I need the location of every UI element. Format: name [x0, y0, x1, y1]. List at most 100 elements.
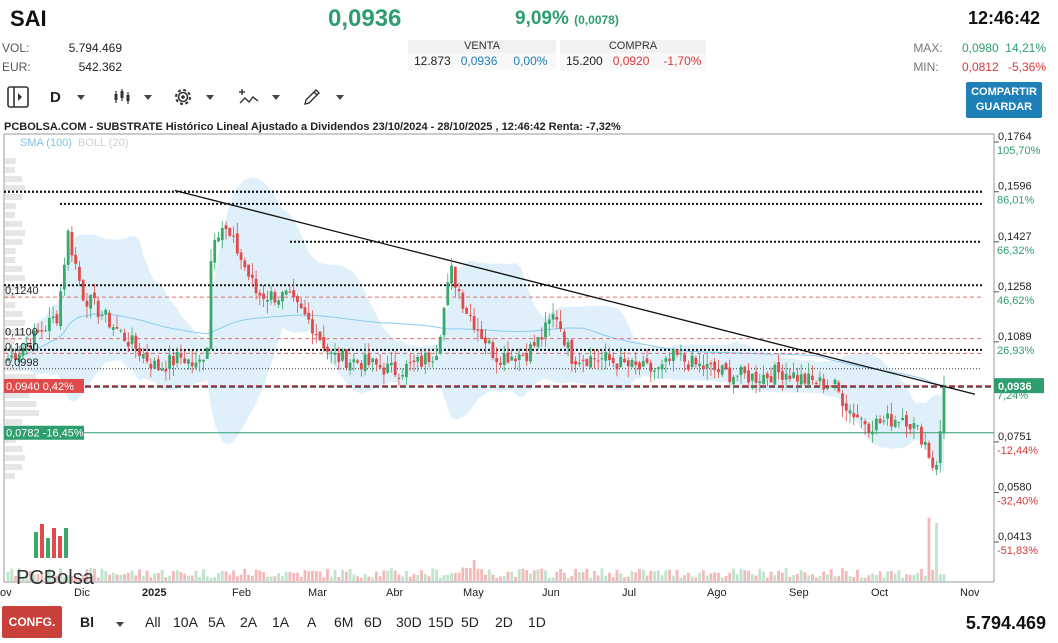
candle [683, 354, 687, 362]
price-chart[interactable]: PCBolsa 0,1764 105,70% 0,1596 86,01% 0,1427 66… [0, 118, 1058, 602]
volume-bar [14, 575, 17, 581]
range-6d[interactable]: 6D [364, 614, 382, 630]
min-row: MIN: 0,0812 -5,36% [913, 60, 1046, 74]
volume-bar [852, 576, 856, 581]
volume-bar [363, 573, 367, 581]
range-30d[interactable]: 30D [396, 614, 422, 630]
candle [265, 299, 269, 302]
candle [623, 358, 626, 363]
candle [649, 362, 653, 372]
volume-bar [292, 572, 296, 581]
share-save-button[interactable]: COMPARTIR GUARDAR [966, 82, 1042, 118]
range-all[interactable]: All [145, 614, 161, 630]
y-axis-percent: 7,24% [997, 390, 1028, 402]
drawing-tools-select[interactable] [302, 82, 344, 112]
candle [747, 370, 750, 383]
candle [416, 356, 420, 362]
volume-bar [457, 572, 461, 581]
y-axis-price: 0,1764 [998, 131, 1032, 143]
y-axis-percent: -12,44% [997, 445, 1038, 457]
volume-bar [480, 569, 484, 581]
candle [356, 360, 359, 363]
volume-bar [916, 572, 920, 581]
range-10a[interactable]: 10A [173, 614, 198, 630]
volume-bar [333, 569, 337, 581]
volume-bar [427, 576, 431, 581]
volume-bar [281, 576, 284, 581]
mode-select[interactable]: Bl [80, 614, 124, 630]
volume-bar [709, 573, 713, 581]
volume-profile-bar [5, 239, 23, 245]
buy-pct: -1,70% [663, 54, 702, 68]
candlestick-icon [114, 89, 130, 104]
candle [495, 357, 499, 363]
volume-profile-bar [5, 437, 16, 443]
candles [6, 221, 946, 476]
volume-bar [378, 576, 382, 581]
x-axis-label: Oct [871, 587, 888, 599]
volume-bar [931, 569, 935, 581]
sidebar-toggle-button[interactable] [6, 82, 30, 112]
volume-bar [337, 577, 341, 581]
candle [213, 239, 217, 263]
volume-bar [720, 577, 724, 581]
volume-bar [153, 573, 157, 581]
volume-bar [138, 569, 141, 581]
range-6m[interactable]: 6M [334, 614, 354, 630]
range-a[interactable]: A [307, 614, 317, 630]
candle [641, 360, 645, 367]
volume-bar [671, 575, 675, 581]
volume-profile-bar [5, 320, 25, 326]
y-axis-price: 0,1596 [998, 181, 1032, 193]
volume-bar [788, 576, 792, 581]
candle [705, 363, 709, 369]
candle [608, 354, 611, 361]
range-15d[interactable]: 15D [428, 614, 454, 630]
candle [145, 352, 149, 362]
range-5a[interactable]: 5A [208, 614, 226, 630]
x-axis-labels: ov Dic 2025 Feb Mar Abr May Jun Jul Ago Sep Oct Nov [0, 587, 980, 599]
candle [393, 361, 397, 376]
volume-bar [284, 572, 288, 581]
candle [164, 369, 168, 372]
volume-profile-bar [5, 410, 39, 416]
candle [773, 364, 777, 385]
candle [920, 426, 923, 445]
chart-type-select[interactable] [112, 82, 152, 112]
settings-select[interactable] [172, 82, 214, 112]
chart-toolbar: D COMPARTIR GUARDAR [0, 82, 1058, 118]
candle [93, 292, 96, 298]
x-axis-label: Nov [960, 587, 980, 599]
candle [89, 294, 93, 309]
range-2d[interactable]: 2D [495, 614, 513, 630]
volume-bar [21, 576, 25, 581]
candle [529, 344, 532, 362]
indicators-select[interactable] [238, 82, 280, 112]
volume-bar [634, 572, 638, 581]
volume-bar [859, 577, 863, 581]
candle [502, 353, 506, 365]
period-select[interactable]: D [50, 82, 85, 112]
candle [126, 341, 130, 347]
volume-bar [675, 569, 679, 581]
volume-bar [743, 570, 747, 581]
volume-bar [187, 575, 190, 581]
range-2a[interactable]: 2A [240, 614, 258, 630]
candle [299, 303, 303, 309]
candle [935, 464, 938, 470]
chevron-down-icon [206, 94, 214, 100]
range-5d[interactable]: 5D [461, 614, 479, 630]
range-1d[interactable]: 1D [528, 614, 546, 630]
volume-bar [506, 571, 510, 581]
candle [852, 412, 856, 418]
y-axis-price: 0,0936 [998, 381, 1032, 393]
candle [36, 330, 40, 333]
config-button[interactable]: CONFG. [2, 606, 62, 638]
x-axis-label: ov [0, 587, 12, 599]
range-1a[interactable]: 1A [272, 614, 290, 630]
volume-bar [299, 576, 303, 581]
candle [29, 344, 32, 349]
volume-bar [209, 577, 213, 581]
candle [577, 362, 581, 365]
volume-bar [683, 575, 687, 581]
